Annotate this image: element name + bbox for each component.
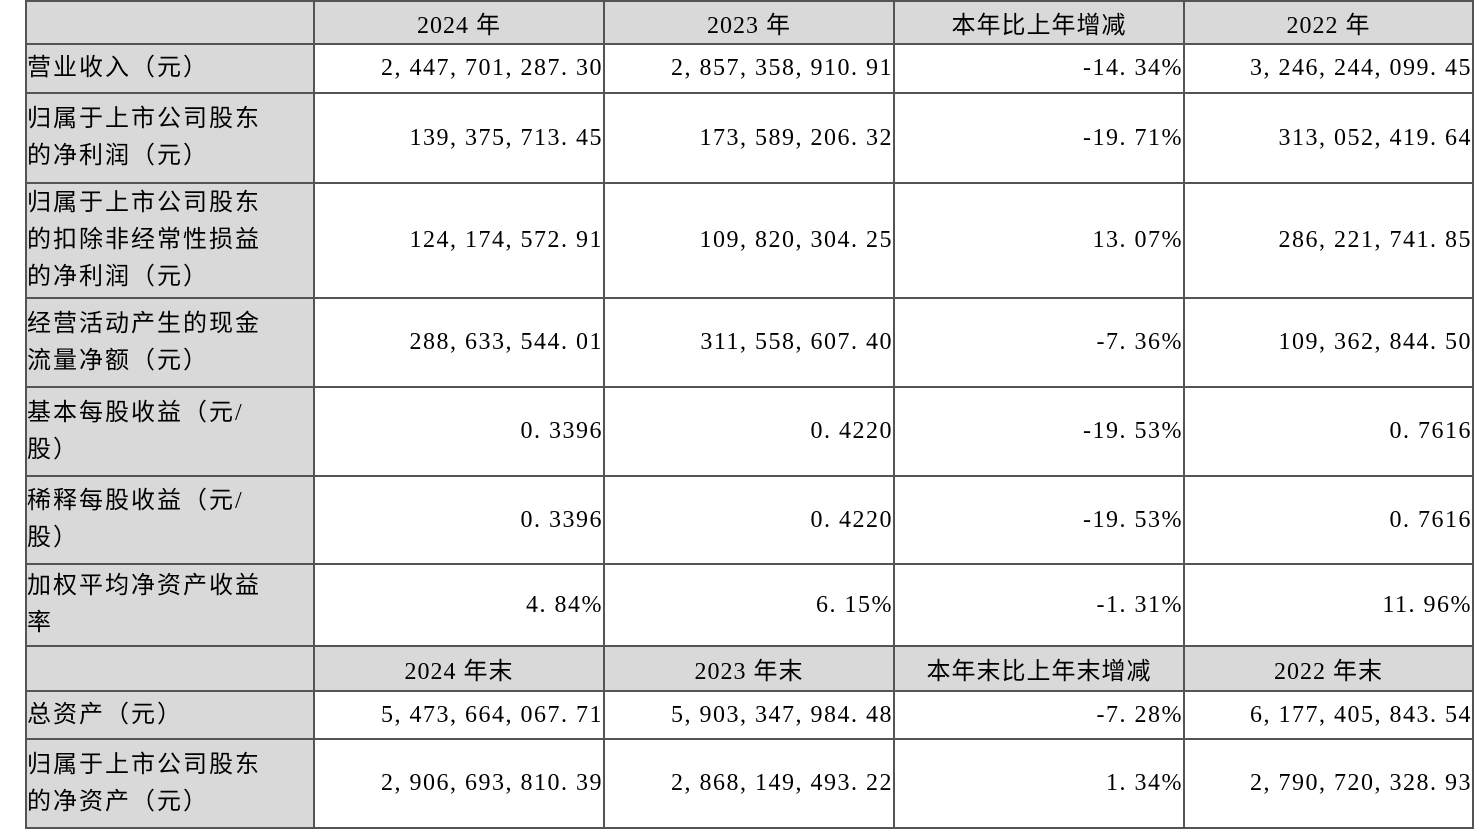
value-cell: 11. 96% [1183,563,1474,647]
financial-summary-table-wrap: 2024 年 2023 年 本年比上年增减 2022 年 营业收入（元） 2, … [25,0,1474,829]
value-cell: 0. 3396 [313,475,605,565]
value-cell: -7. 36% [893,297,1185,388]
value-cell: 4. 84% [313,563,605,647]
row-label-operating-cash-flow: 经营活动产生的现金 流量净额（元） [25,297,315,388]
row-diluted-eps: 稀释每股收益（元/ 股） 0. 3396 0. 4220 -19. 53% 0.… [25,475,1474,565]
header-cell-2022: 2022 年 [1183,0,1474,45]
header-cell-2024: 2024 年 [313,0,605,45]
value-cell: 124, 174, 572. 91 [313,182,605,299]
header-cell-yoy-end-change: 本年末比上年末增减 [893,645,1185,692]
value-cell: 6, 177, 405, 843. 54 [1183,690,1474,740]
period-header-row-2: 2024 年末 2023 年末 本年末比上年末增减 2022 年末 [25,645,1474,692]
row-net-profit-attributable: 归属于上市公司股东 的净利润（元） 139, 375, 713. 45 173,… [25,92,1474,184]
value-cell: -14. 34% [893,43,1185,94]
value-cell: 109, 820, 304. 25 [603,182,895,299]
value-cell: 0. 7616 [1183,475,1474,565]
header-cell-blank [25,645,315,692]
value-cell: 0. 4220 [603,475,895,565]
value-cell: 1. 34% [893,738,1185,829]
row-basic-eps: 基本每股收益（元/ 股） 0. 3396 0. 4220 -19. 53% 0.… [25,386,1474,477]
value-cell: 286, 221, 741. 85 [1183,182,1474,299]
value-cell: 173, 589, 206. 32 [603,92,895,184]
header-cell-2023-end: 2023 年末 [603,645,895,692]
value-cell: -19. 71% [893,92,1185,184]
value-cell: 0. 4220 [603,386,895,477]
value-cell: 139, 375, 713. 45 [313,92,605,184]
row-weighted-avg-roe: 加权平均净资产收益 率 4. 84% 6. 15% -1. 31% 11. 96… [25,563,1474,647]
header-cell-2024-end: 2024 年末 [313,645,605,692]
value-cell: 313, 052, 419. 64 [1183,92,1474,184]
header-cell-blank [25,0,315,45]
row-net-assets-attributable: 归属于上市公司股东 的净资产（元） 2, 906, 693, 810. 39 2… [25,738,1474,829]
header-cell-2022-end: 2022 年末 [1183,645,1474,692]
value-cell: 288, 633, 544. 01 [313,297,605,388]
row-total-assets: 总资产（元） 5, 473, 664, 067. 71 5, 903, 347,… [25,690,1474,740]
value-cell: 2, 868, 149, 493. 22 [603,738,895,829]
value-cell: 0. 7616 [1183,386,1474,477]
value-cell: 5, 903, 347, 984. 48 [603,690,895,740]
row-label-net-assets-attributable: 归属于上市公司股东 的净资产（元） [25,738,315,829]
row-label-net-profit-attributable: 归属于上市公司股东 的净利润（元） [25,92,315,184]
value-cell: 109, 362, 844. 50 [1183,297,1474,388]
row-net-profit-excl-non-recurring: 归属于上市公司股东 的扣除非经常性损益 的净利润（元） 124, 174, 57… [25,182,1474,299]
row-label-net-profit-excl-non-recurring: 归属于上市公司股东 的扣除非经常性损益 的净利润（元） [25,182,315,299]
row-label-operating-revenue: 营业收入（元） [25,43,315,94]
row-operating-cash-flow: 经营活动产生的现金 流量净额（元） 288, 633, 544. 01 311,… [25,297,1474,388]
value-cell: 3, 246, 244, 099. 45 [1183,43,1474,94]
row-operating-revenue: 营业收入（元） 2, 447, 701, 287. 30 2, 857, 358… [25,43,1474,94]
period-header-row-1: 2024 年 2023 年 本年比上年增减 2022 年 [25,0,1474,45]
value-cell: 2, 857, 358, 910. 91 [603,43,895,94]
value-cell: -1. 31% [893,563,1185,647]
row-label-diluted-eps: 稀释每股收益（元/ 股） [25,475,315,565]
value-cell: 0. 3396 [313,386,605,477]
header-cell-2023: 2023 年 [603,0,895,45]
value-cell: -7. 28% [893,690,1185,740]
value-cell: 311, 558, 607. 40 [603,297,895,388]
row-label-weighted-avg-roe: 加权平均净资产收益 率 [25,563,315,647]
value-cell: 5, 473, 664, 067. 71 [313,690,605,740]
row-label-basic-eps: 基本每股收益（元/ 股） [25,386,315,477]
value-cell: 2, 447, 701, 287. 30 [313,43,605,94]
value-cell: 2, 790, 720, 328. 93 [1183,738,1474,829]
row-label-total-assets: 总资产（元） [25,690,315,740]
value-cell: 2, 906, 693, 810. 39 [313,738,605,829]
financial-summary-table: 2024 年 2023 年 本年比上年增减 2022 年 营业收入（元） 2, … [25,0,1474,829]
value-cell: 13. 07% [893,182,1185,299]
header-cell-yoy-change: 本年比上年增减 [893,0,1185,45]
value-cell: 6. 15% [603,563,895,647]
value-cell: -19. 53% [893,386,1185,477]
value-cell: -19. 53% [893,475,1185,565]
